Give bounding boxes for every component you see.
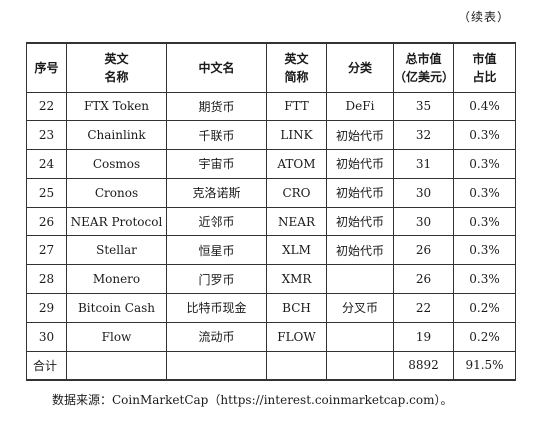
cell-index: 23 (26, 120, 67, 151)
header-symbol: 英文 简称 (266, 42, 327, 93)
cell-index: 27 (26, 235, 67, 266)
cell-share: 0.3% (453, 149, 516, 179)
cell-market-cap: 35 (393, 91, 454, 122)
cell-empty (326, 350, 394, 381)
cell-english-name: Stellar (66, 235, 167, 266)
cell-index: 29 (26, 293, 67, 323)
cell-market-cap: 30 (393, 177, 454, 208)
table-row: 23 Chainlink 千联币 LINK 初始代币 32 0.3% (26, 120, 516, 151)
header-category: 分类 (326, 42, 394, 93)
cell-index: 26 (26, 206, 67, 237)
cell-chinese-name: 宇宙币 (166, 149, 267, 179)
cell-market-cap: 22 (393, 293, 454, 323)
cell-index: 30 (26, 321, 67, 352)
total-market-cap: 8892 (393, 350, 454, 381)
cell-english-name: FTX Token (66, 91, 167, 122)
cell-share: 0.2% (453, 321, 516, 352)
total-label: 合计 (26, 350, 67, 381)
cell-chinese-name: 克洛诺斯 (166, 177, 267, 208)
header-share: 市值 占比 (453, 42, 516, 93)
cell-symbol: ATOM (266, 149, 327, 179)
source-note: 数据来源：CoinMarketCap（https://interest.coin… (52, 393, 453, 407)
cell-share: 0.3% (453, 120, 516, 151)
cell-share: 0.3% (453, 235, 516, 266)
table-row: 30 Flow 流动币 FLOW 19 0.2% (26, 321, 516, 352)
cell-category (326, 264, 394, 295)
cell-english-name: Bitcoin Cash (66, 293, 167, 323)
table-row: 27 Stellar 恒星币 XLM 初始代币 26 0.3% (26, 235, 516, 266)
cell-category: 初始代币 (326, 177, 394, 208)
table-row: 29 Bitcoin Cash 比特币现金 BCH 分叉币 22 0.2% (26, 293, 516, 323)
cell-symbol: XLM (266, 235, 327, 266)
cell-chinese-name: 流动币 (166, 321, 267, 352)
cell-english-name: Flow (66, 321, 167, 352)
header-english-name: 英文 名称 (66, 42, 167, 93)
cell-english-name: Cosmos (66, 149, 167, 179)
crypto-market-cap-table: 序号 英文 名称 中文名 英文 简称 分类 总市值 （亿美元） 市值 占比 22 FTX… (26, 42, 516, 381)
cell-english-name: Cronos (66, 177, 167, 208)
table-row: 25 Cronos 克洛诺斯 CRO 初始代币 30 0.3% (26, 177, 516, 208)
cell-market-cap: 19 (393, 321, 454, 352)
cell-share: 0.4% (453, 91, 516, 122)
cell-category: 初始代币 (326, 149, 394, 179)
table-row: 24 Cosmos 宇宙币 ATOM 初始代币 31 0.3% (26, 149, 516, 179)
cell-chinese-name: 门罗币 (166, 264, 267, 295)
cell-empty (66, 350, 167, 381)
cell-index: 28 (26, 264, 67, 295)
cell-market-cap: 26 (393, 235, 454, 266)
continued-label: （续表） (457, 10, 510, 24)
cell-category: DeFi (326, 91, 394, 122)
cell-chinese-name: 千联币 (166, 120, 267, 151)
cell-symbol: XMR (266, 264, 327, 295)
cell-category: 初始代币 (326, 235, 394, 266)
cell-symbol: NEAR (266, 206, 327, 237)
cell-share: 0.3% (453, 177, 516, 208)
cell-index: 25 (26, 177, 67, 208)
header-row: 序号 英文 名称 中文名 英文 简称 分类 总市值 （亿美元） 市值 占比 (26, 42, 516, 93)
cell-symbol: FTT (266, 91, 327, 122)
cell-index: 22 (26, 91, 67, 122)
cell-chinese-name: 比特币现金 (166, 293, 267, 323)
cell-symbol: BCH (266, 293, 327, 323)
cell-category: 初始代币 (326, 206, 394, 237)
table-row: 22 FTX Token 期货币 FTT DeFi 35 0.4% (26, 91, 516, 122)
cell-chinese-name: 期货币 (166, 91, 267, 122)
table-row: 28 Monero 门罗币 XMR 26 0.3% (26, 264, 516, 295)
cell-english-name: Chainlink (66, 120, 167, 151)
cell-category (326, 321, 394, 352)
header-chinese-name: 中文名 (166, 42, 267, 93)
cell-symbol: FLOW (266, 321, 327, 352)
table-row: 26 NEAR Protocol 近邻币 NEAR 初始代币 30 0.3% (26, 206, 516, 237)
cell-share: 0.3% (453, 264, 516, 295)
cell-share: 0.2% (453, 293, 516, 323)
cell-market-cap: 31 (393, 149, 454, 179)
cell-chinese-name: 近邻币 (166, 206, 267, 237)
cell-market-cap: 30 (393, 206, 454, 237)
total-share: 91.5% (453, 350, 516, 381)
cell-category: 初始代币 (326, 120, 394, 151)
cell-symbol: LINK (266, 120, 327, 151)
cell-english-name: Monero (66, 264, 167, 295)
cell-chinese-name: 恒星币 (166, 235, 267, 266)
cell-share: 0.3% (453, 206, 516, 237)
cell-symbol: CRO (266, 177, 327, 208)
cell-index: 24 (26, 149, 67, 179)
cell-category: 分叉币 (326, 293, 394, 323)
total-row: 合计 8892 91.5% (26, 350, 516, 381)
cell-empty (266, 350, 327, 381)
cell-english-name: NEAR Protocol (66, 206, 167, 237)
cell-market-cap: 32 (393, 120, 454, 151)
header-market-cap: 总市值 （亿美元） (393, 42, 454, 93)
cell-empty (166, 350, 267, 381)
cell-market-cap: 26 (393, 264, 454, 295)
header-index: 序号 (26, 42, 67, 93)
